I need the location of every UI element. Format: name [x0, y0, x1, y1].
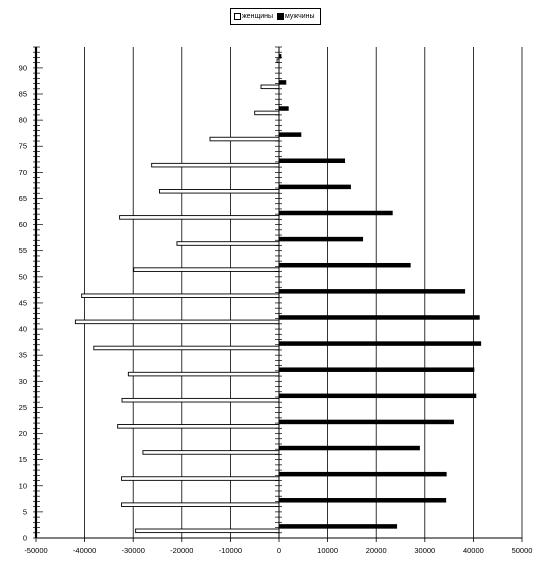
bar-men-0 — [278, 524, 398, 529]
bar-men-5 — [278, 498, 447, 503]
x-tick-label-6: 10000 — [317, 546, 338, 555]
y-tick-label-10: 50 — [19, 272, 27, 281]
x-tick-label-9: 40000 — [463, 546, 484, 555]
y-tick-label-5: 25 — [19, 403, 27, 412]
legend-swatch-women — [234, 13, 241, 20]
legend-label-men: мужчины — [285, 13, 315, 20]
y-tick-label-12: 60 — [19, 220, 27, 229]
bar-men-10 — [278, 471, 447, 477]
y-tick-label-7: 35 — [19, 351, 27, 360]
bar-women-45 — [81, 293, 280, 298]
y-tick-label-9: 45 — [19, 298, 27, 307]
bar-women-70 — [151, 162, 280, 168]
bar-men-50 — [278, 262, 411, 268]
bar-men-45 — [278, 289, 466, 294]
bar-women-50 — [133, 267, 280, 272]
x-axis-ticks: -50000 -40000 -30000 -20000 -10000 0 10000 2000… — [24, 538, 532, 555]
x-tick-label-8: 30000 — [414, 546, 435, 555]
x-tick-label-0: -50000 — [24, 546, 47, 555]
bar-men-60 — [278, 210, 393, 216]
bars — [74, 54, 482, 534]
bar-women-30 — [127, 371, 280, 377]
x-tick-label-2: -30000 — [122, 546, 145, 555]
bar-men-25 — [278, 393, 477, 399]
bar-men-75 — [278, 132, 302, 137]
y-tick-label-4: 20 — [19, 429, 27, 438]
y-tick-label-3: 15 — [19, 455, 27, 464]
x-tick-label-3: -20000 — [170, 546, 193, 555]
bar-women-25 — [121, 397, 280, 403]
y-tick-label-18: 90 — [19, 63, 27, 72]
x-tick-label-1: -40000 — [73, 546, 96, 555]
bar-women-55 — [176, 241, 280, 246]
bar-men-70 — [278, 158, 346, 164]
bar-women-40 — [74, 319, 280, 325]
bar-men-40 — [278, 315, 480, 320]
bar-women-0 — [135, 528, 280, 534]
bar-women-20 — [117, 424, 280, 429]
y-tick-label-1: 5 — [23, 507, 27, 516]
y-tick-label-13: 65 — [19, 194, 27, 203]
legend-item-women: женщины — [234, 13, 273, 20]
bar-men-35 — [278, 341, 482, 346]
y-tick-label-8: 40 — [19, 325, 27, 334]
bar-women-5 — [121, 502, 280, 507]
bar-women-35 — [93, 345, 280, 351]
bar-women-75 — [209, 136, 280, 142]
bar-men-65 — [278, 184, 351, 190]
bar-men-55 — [278, 236, 364, 242]
y-tick-label-0: 0 — [23, 534, 27, 543]
bar-women-60 — [119, 215, 280, 220]
bar-women-15 — [142, 450, 280, 455]
y-axis-ticks: 0 5 10 15 20 25 30 35 40 45 50 55 60 65 70 75 80 85 90 — [19, 46, 282, 543]
bar-men-20 — [278, 419, 454, 425]
y-tick-label-16: 80 — [19, 116, 27, 125]
bar-men-15 — [278, 445, 420, 451]
x-tick-label-7: 20000 — [366, 546, 387, 555]
y-tick-label-14: 70 — [19, 168, 27, 177]
bar-men-30 — [278, 367, 475, 372]
x-tick-label-4: -10000 — [219, 546, 242, 555]
y-tick-label-11: 55 — [19, 246, 27, 255]
bar-women-65 — [158, 189, 280, 194]
y-tick-label-15: 75 — [19, 142, 27, 151]
y-tick-label-6: 30 — [19, 377, 27, 386]
bar-women-80 — [254, 110, 280, 116]
legend-label-women: женщины — [242, 13, 274, 20]
bar-women-85 — [260, 84, 280, 90]
bar-women-10 — [121, 476, 280, 481]
y-tick-label-2: 10 — [19, 481, 27, 490]
legend-swatch-men — [277, 13, 285, 20]
legend: женщины мужчины — [230, 8, 321, 25]
legend-item-men: мужчины — [277, 13, 315, 20]
x-tick-label-5: 0 — [277, 546, 281, 555]
y-tick-label-17: 85 — [19, 90, 27, 99]
x-tick-label-10: 50000 — [512, 546, 533, 555]
